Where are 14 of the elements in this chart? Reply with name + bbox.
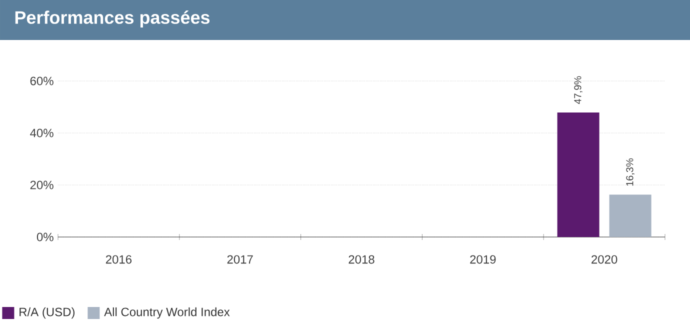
- x-tick-label: 2018: [348, 255, 374, 264]
- x-tick-label: 2016: [106, 255, 132, 264]
- legend-label: All Country World Index: [104, 307, 230, 319]
- y-tick-label: 20%: [30, 180, 54, 190]
- y-tick-label: 60%: [30, 76, 54, 86]
- x-tick-label: 2020: [592, 255, 618, 264]
- legend-label: R/A (USD): [20, 307, 75, 319]
- x-tick-label: 2017: [227, 255, 253, 264]
- y-tick-label: 0%: [36, 232, 54, 242]
- chart-title: Performances passées: [15, 10, 210, 28]
- y-tick-label: 40%: [30, 128, 54, 138]
- x-tick-label: 2019: [470, 255, 496, 264]
- data-label: 16,3%: [626, 158, 634, 186]
- data-label: 47,9%: [574, 76, 582, 104]
